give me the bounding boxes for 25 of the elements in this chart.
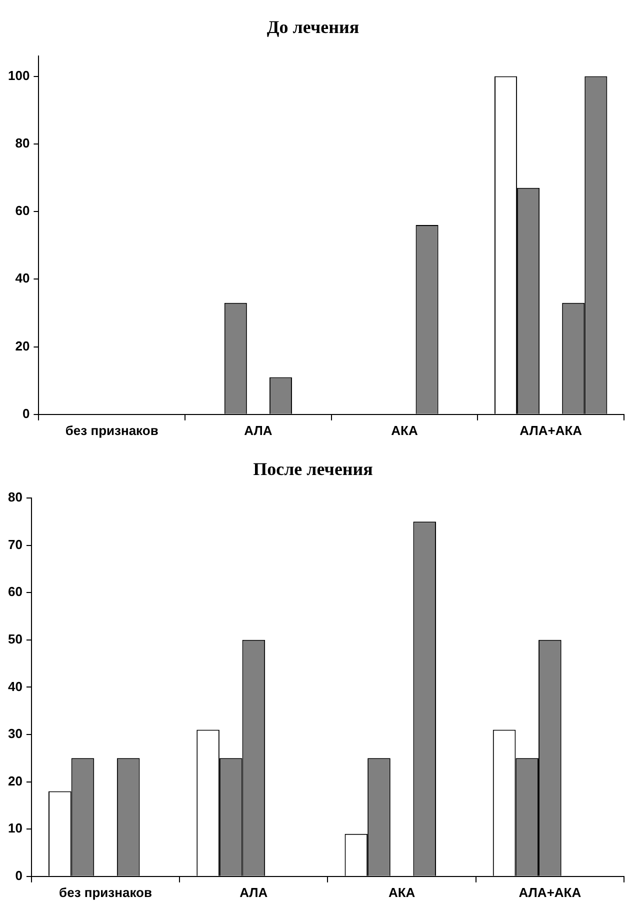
- y-tick-label: 100: [8, 68, 30, 83]
- y-tick-label: 40: [15, 270, 30, 286]
- y-tick-label: 0: [15, 868, 22, 883]
- x-tick-label: без признаков: [59, 884, 152, 900]
- y-tick-label: 60: [8, 584, 22, 600]
- x-tick-label: АЛА+АКА: [520, 422, 583, 438]
- y-tick-label: 40: [8, 678, 22, 694]
- x-tick-label: АЛА: [244, 422, 273, 438]
- y-tick-label: 50: [8, 631, 22, 646]
- y-tick-label: 30: [8, 726, 22, 742]
- x-tick-label: АЛА: [240, 884, 268, 900]
- x-tick-label: АЛА+АКА: [518, 884, 582, 900]
- chart-title: После лечения: [252, 458, 374, 481]
- x-tick-label: АКА: [388, 884, 416, 900]
- x-tick-label: без признаков: [65, 422, 158, 438]
- x-tick-label: АКА: [391, 422, 418, 438]
- y-tick-label: 80: [8, 490, 22, 505]
- y-tick-label: 70: [8, 536, 22, 552]
- y-tick-label: 60: [15, 203, 30, 218]
- y-tick-label: 80: [15, 135, 30, 150]
- chart-title: До лечения: [266, 16, 360, 39]
- y-tick-label: 20: [8, 773, 22, 788]
- y-tick-label: 0: [22, 406, 30, 421]
- y-tick-label: 10: [8, 820, 22, 836]
- y-tick-label: 20: [15, 338, 30, 354]
